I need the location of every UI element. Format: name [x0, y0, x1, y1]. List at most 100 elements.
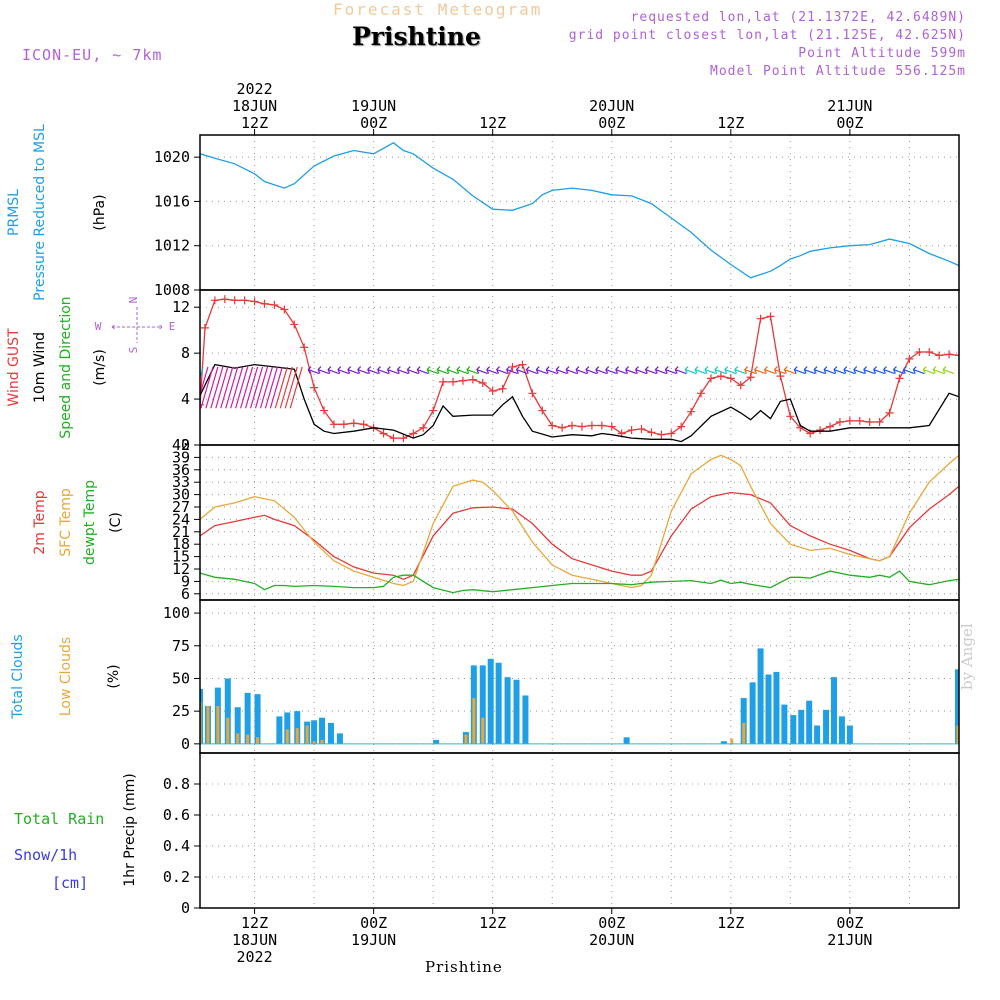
gust-marker [756, 314, 765, 323]
model-altitude: Model Point Altitude 556.125m [710, 64, 966, 79]
gust-marker [210, 296, 219, 305]
wind-direction-arrow [664, 366, 677, 375]
gust-marker [439, 377, 448, 386]
panel-frame-pressure [199, 134, 960, 291]
y-tick-label: 39 [172, 448, 190, 466]
gust-marker [885, 408, 894, 417]
gust-marker [875, 418, 884, 427]
wind-direction-arrow [754, 366, 766, 375]
wind-direction-arrow [605, 366, 617, 375]
cloud-bar-0 [846, 725, 853, 744]
time-label-bottom: 19JUN [351, 931, 396, 949]
y-tick-label: 1008 [154, 281, 190, 299]
location-footer: Prishtine [425, 958, 503, 976]
gust-marker [587, 421, 596, 430]
model-label: ICON-EU, ~ 7km [22, 46, 163, 64]
wind-direction-arrow [654, 366, 667, 375]
wind-direction-arrow [486, 366, 498, 375]
gust-marker [945, 350, 954, 359]
gust-marker [518, 360, 527, 369]
wind-direction-arrow [873, 366, 885, 375]
wind-direction-hatch [264, 366, 278, 409]
series-line-temperature-2 [200, 570, 959, 594]
wind-direction-arrow [446, 366, 459, 375]
gust-marker [270, 300, 279, 309]
cloud-bar-0 [773, 671, 780, 744]
wind-direction-arrow [773, 366, 786, 375]
compass-east: E [169, 320, 176, 333]
wind-direction-hatch [269, 366, 283, 409]
gust-marker [320, 406, 329, 415]
cloud-bar-0 [294, 711, 301, 744]
gust-marker [538, 406, 547, 415]
gust-marker [528, 389, 537, 398]
panel-label: 10m Wind [32, 332, 48, 403]
time-label-bottom: 2022 [237, 948, 273, 966]
gust-marker [835, 418, 844, 427]
gust-marker [359, 420, 368, 429]
gust-marker [548, 421, 557, 430]
panel-label: Total Clouds [10, 634, 26, 719]
y-tick-label: 0 [181, 899, 190, 917]
gust-marker [240, 296, 249, 305]
wind-direction-hatch [210, 366, 224, 409]
compass-north: N [127, 297, 140, 304]
cloud-bar-0 [276, 716, 283, 744]
y-tick-label: 4 [181, 390, 190, 408]
time-label-top: 19JUN [351, 97, 396, 115]
series-line-pressure-0 [200, 142, 959, 279]
wind-direction-arrow [515, 366, 528, 375]
time-label-top: 00Z [598, 114, 625, 132]
gust-marker [697, 389, 706, 398]
wind-direction-hatch [235, 366, 249, 409]
wind-direction-arrow [377, 366, 389, 375]
panel-pressure-marks [200, 142, 959, 279]
wind-direction-hatch [215, 366, 229, 409]
cloud-bar-0 [955, 669, 959, 744]
gust-marker [716, 372, 725, 381]
watermark: by Angel [958, 623, 976, 690]
gust-marker [915, 348, 924, 356]
wind-direction-arrow [744, 366, 756, 375]
gust-marker [816, 426, 825, 435]
gust-marker [379, 429, 388, 438]
cloud-bar-0 [798, 709, 805, 744]
gust-marker [687, 407, 696, 416]
gust-marker [726, 374, 735, 383]
y-tick-label: 0.2 [163, 868, 190, 886]
wind-direction-arrow [367, 366, 379, 375]
y-tick-label: 25 [172, 702, 190, 720]
cloud-bar-0 [224, 678, 231, 744]
cloud-bar-0 [838, 716, 845, 744]
cloud-bar-1 [285, 729, 289, 744]
chart-subtitle: Forecast Meteogram [333, 0, 543, 19]
panel-label: 2m Temp [32, 490, 48, 554]
panel-label: Pressure Reduced to MSL [32, 124, 48, 301]
gust-marker [409, 429, 418, 438]
gust-marker [498, 384, 507, 393]
wind-direction-hatch [200, 366, 204, 380]
time-label-bottom: 12Z [479, 914, 506, 932]
cloud-bar-1 [295, 728, 299, 744]
y-tick-label: 27 [172, 498, 190, 516]
y-tick-label: 0.4 [163, 837, 190, 855]
wind-direction-arrow [476, 366, 488, 375]
cloud-bar-0 [823, 709, 830, 744]
panel-label: (hPa) [92, 194, 108, 230]
time-label-top: 20JUN [589, 97, 634, 115]
gust-marker [300, 343, 309, 352]
wind-direction-arrow [436, 366, 449, 375]
gust-marker [429, 406, 438, 415]
cloud-bar-1 [236, 733, 240, 744]
y-tick-label: 1020 [154, 148, 190, 166]
gust-marker [766, 312, 775, 321]
gust-marker [845, 416, 854, 425]
panel-label: (C) [108, 512, 124, 533]
wind-direction-arrow [694, 366, 707, 375]
chart-title: Prishtine [352, 22, 481, 51]
cloud-bar-1 [956, 725, 959, 744]
gust-marker [488, 387, 497, 396]
gust-marker [310, 383, 319, 392]
wind-direction-hatch [279, 366, 293, 409]
wind-direction-arrow [763, 366, 776, 375]
